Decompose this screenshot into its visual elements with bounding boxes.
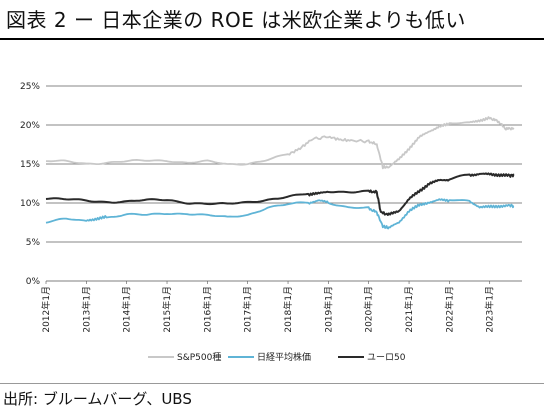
y-tick-label: 20%: [20, 121, 40, 131]
roe-line-chart: 0%5%10%15%20%25% 2012年1月 2013年1月 2014年1月 20…: [20, 82, 522, 363]
y-tick-label: 25%: [20, 82, 40, 92]
x-tick-label: 2022年1月: [443, 286, 455, 333]
y-tick-label: 0%: [26, 277, 41, 287]
series-line-2: [45, 198, 515, 230]
legend-label-3: ユーロ50: [367, 353, 406, 363]
source-note: 出所: ブルームバーグ、UBS: [3, 390, 192, 408]
x-tick-label: 2015年1月: [161, 286, 173, 333]
gridlines: [46, 85, 522, 282]
x-tick-label: 2012年1月: [40, 286, 52, 333]
x-tick-label: 2016年1月: [201, 286, 213, 333]
figure-title: 図表 2 ー 日本企業の ROE は米欧企業よりも低い: [6, 8, 466, 32]
series-lines: [45, 116, 515, 230]
legend-label-2: 日経平均株価: [257, 351, 311, 363]
x-tick-label: 2023年1月: [484, 286, 496, 333]
title-rule: [0, 38, 544, 40]
x-tick-label: 2018年1月: [282, 286, 294, 333]
x-tick-label: 2020年1月: [363, 286, 375, 333]
x-tick-label: 2017年1月: [242, 286, 254, 333]
x-tick-label: 2019年1月: [322, 286, 334, 333]
x-axis: 2012年1月 2013年1月 2014年1月 2015年1月 2016年1月 2017年…: [40, 281, 496, 333]
source-rule: [0, 383, 544, 384]
series-line-1: [45, 116, 515, 170]
y-axis: 0% 5% 10% 15% 20% 25%: [20, 82, 40, 287]
x-tick-label: 2021年1月: [403, 286, 415, 333]
x-tick-label: 2014年1月: [121, 286, 133, 333]
legend-label-1: S&P500種: [177, 352, 221, 363]
y-tick-label: 15%: [20, 160, 40, 170]
y-tick-label: 10%: [20, 199, 40, 209]
legend: S&P500種 日経平均株価 ユーロ50: [148, 351, 406, 363]
series-line-3: [45, 172, 515, 216]
x-tick-label: 2013年1月: [80, 286, 92, 333]
y-tick-label: 5%: [26, 238, 41, 248]
